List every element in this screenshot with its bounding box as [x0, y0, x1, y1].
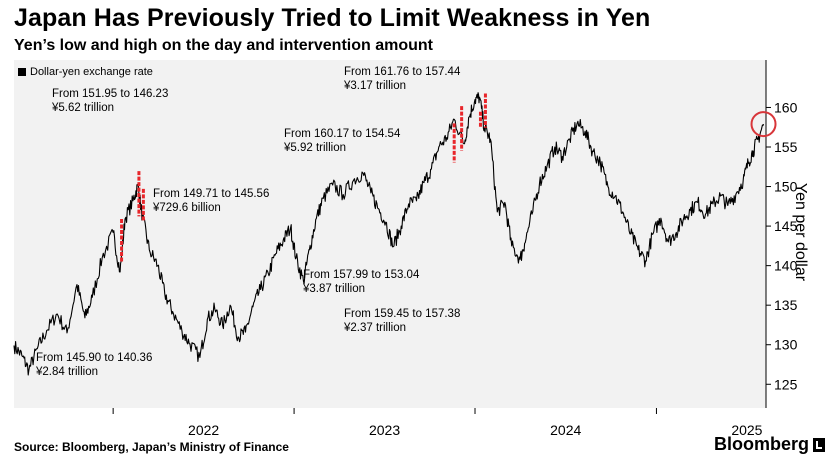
annotation-2-amount: ¥729.6 billion	[153, 202, 221, 214]
y-tick-label: 140	[774, 258, 798, 274]
brand-name: Bloomberg	[713, 434, 809, 454]
chart-subtitle: Yen’s low and high on the day and interv…	[14, 37, 433, 54]
annotation-4: From 161.76 to 157.44 ¥3.17 trillion	[344, 65, 460, 93]
y-tick-label: 130	[774, 337, 798, 353]
annotation-6-range: From 157.99 to 153.04	[303, 269, 420, 281]
annotation-3-range: From 145.90 to 140.36	[36, 352, 153, 364]
annotation-1-amount: ¥5.62 trillion	[52, 102, 115, 114]
annotation-5: From 160.17 to 154.54 ¥5.92 trillion	[284, 127, 400, 155]
annotation-7: From 159.45 to 157.38 ¥2.37 trillion	[344, 307, 460, 335]
annotation-3: From 145.90 to 140.36 ¥2.84 trillion	[36, 351, 152, 379]
y-tick-label: 155	[774, 139, 798, 155]
y-tick-label: 160	[774, 99, 798, 115]
y-tick-label: 145	[774, 218, 798, 234]
series-line	[13, 92, 765, 376]
annotation-3-amount: ¥2.84 trillion	[36, 366, 99, 378]
y-tick-label: 135	[774, 297, 798, 313]
annotation-6: From 157.99 to 153.04 ¥3.87 trillion	[303, 268, 419, 296]
y-axis-label: Yen per dollar	[792, 182, 809, 282]
y-tick-label: 125	[774, 376, 798, 392]
x-tick-label: 2024	[550, 422, 581, 438]
legend-label: Dollar-yen exchange rate	[30, 66, 153, 78]
y-tick-label: 150	[774, 179, 798, 195]
annotation-4-range: From 161.76 to 157.44	[344, 66, 461, 78]
x-tick-label: 2022	[188, 422, 219, 438]
annotation-1: From 151.95 to 146.23 ¥5.62 trillion	[52, 87, 168, 115]
annotation-7-amount: ¥2.37 trillion	[344, 322, 407, 334]
source-note: Source: Bloomberg, Japan’s Ministry of F…	[14, 440, 289, 454]
chart-title: Japan Has Previously Tried to Limit Weak…	[14, 4, 651, 32]
annotation-4-amount: ¥3.17 trillion	[344, 80, 407, 92]
annotation-2: From 149.71 to 145.56 ¥729.6 billion	[153, 187, 269, 215]
legend-swatch	[18, 68, 26, 76]
annotation-5-amount: ¥5.92 trillion	[284, 142, 347, 154]
x-tick-label: 2023	[369, 422, 400, 438]
annotation-1-range: From 151.95 to 146.23	[52, 88, 169, 100]
latest-highlight-circle	[750, 111, 777, 138]
annotation-2-range: From 149.71 to 145.56	[153, 188, 270, 200]
legend: Dollar-yen exchange rate	[18, 66, 153, 78]
annotation-7-range: From 159.45 to 157.38	[344, 308, 461, 320]
bloomberg-icon	[813, 437, 825, 452]
annotation-5-range: From 160.17 to 154.54	[284, 128, 401, 140]
brand-logo: Bloomberg	[714, 434, 825, 455]
x-tick-label: 2025	[731, 422, 762, 438]
annotation-6-amount: ¥3.87 trillion	[303, 283, 366, 295]
